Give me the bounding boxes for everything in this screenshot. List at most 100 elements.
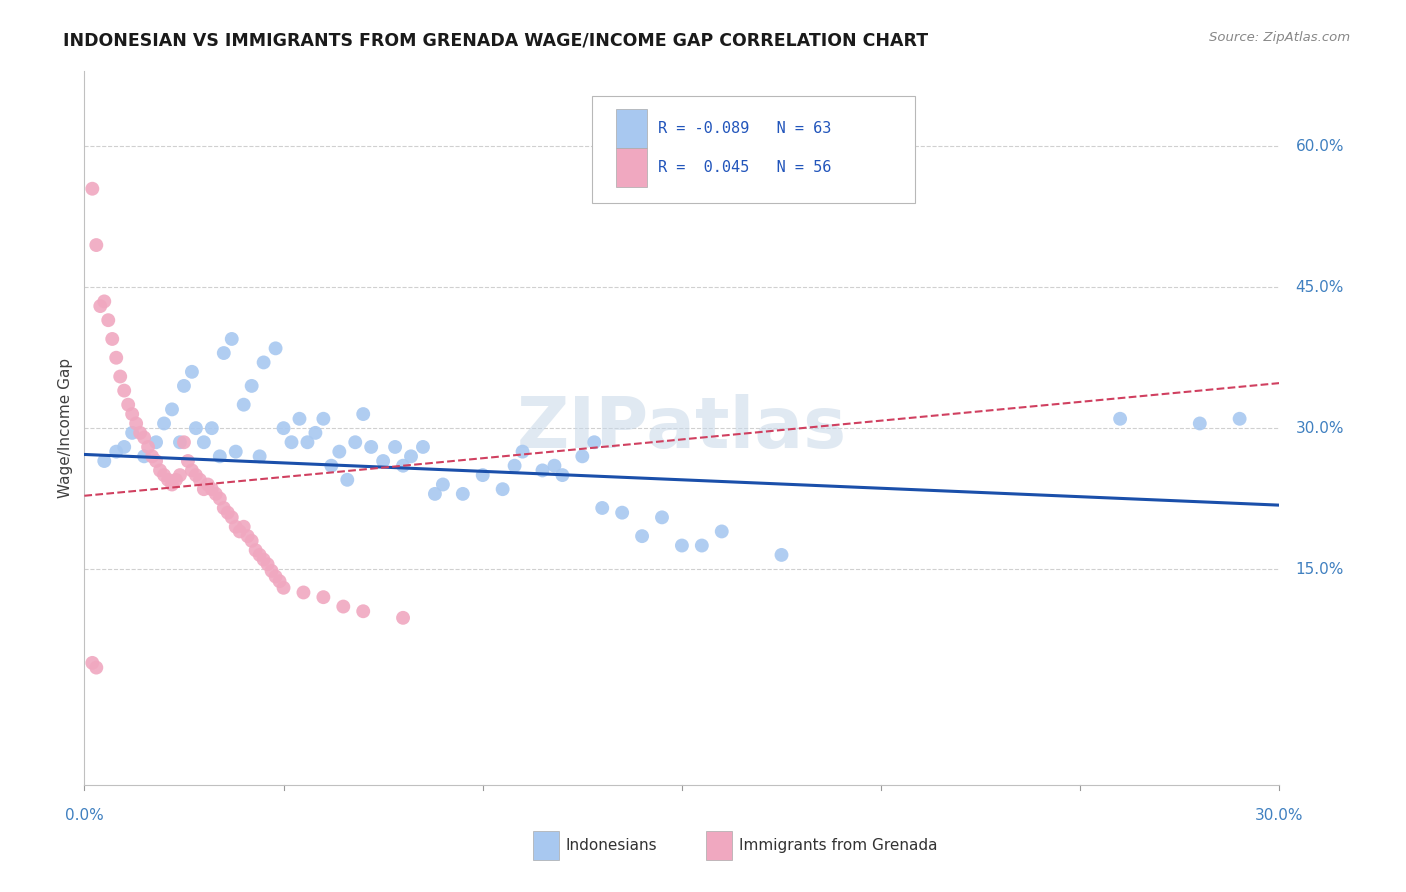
- Point: [145, 454, 167, 468]
- Point: [188, 473, 211, 487]
- Point: [184, 468, 207, 483]
- Text: R =  0.045   N = 56: R = 0.045 N = 56: [658, 161, 831, 175]
- Point: [232, 398, 254, 412]
- Point: [651, 510, 673, 524]
- Point: [312, 411, 335, 425]
- Point: [177, 454, 200, 468]
- Text: 15.0%: 15.0%: [1295, 561, 1344, 576]
- Point: [169, 435, 191, 450]
- Point: [82, 182, 104, 196]
- Point: [181, 365, 204, 379]
- Point: [512, 444, 534, 458]
- Point: [249, 548, 271, 562]
- Point: [240, 533, 263, 548]
- Point: [770, 548, 793, 562]
- Point: [117, 398, 139, 412]
- Point: [217, 506, 239, 520]
- Point: [1109, 411, 1132, 425]
- Point: [321, 458, 343, 473]
- Point: [149, 463, 172, 477]
- Point: [208, 450, 231, 464]
- Point: [280, 435, 302, 450]
- Point: [328, 444, 350, 458]
- Text: INDONESIAN VS IMMIGRANTS FROM GRENADA WAGE/INCOME GAP CORRELATION CHART: INDONESIAN VS IMMIGRANTS FROM GRENADA WA…: [63, 31, 928, 49]
- Point: [260, 564, 283, 578]
- Point: [236, 529, 259, 543]
- Text: ZIPatlas: ZIPatlas: [517, 393, 846, 463]
- Point: [256, 558, 278, 572]
- Point: [264, 342, 287, 356]
- Point: [451, 487, 474, 501]
- Point: [273, 581, 295, 595]
- Point: [240, 379, 263, 393]
- Point: [121, 407, 143, 421]
- Point: [132, 450, 156, 464]
- Point: [583, 435, 606, 450]
- Point: [360, 440, 382, 454]
- Point: [492, 482, 515, 496]
- Text: 45.0%: 45.0%: [1295, 280, 1344, 295]
- Point: [153, 417, 176, 431]
- Text: Immigrants from Grenada: Immigrants from Grenada: [740, 838, 938, 853]
- Point: [352, 604, 374, 618]
- Point: [141, 450, 163, 464]
- Point: [432, 477, 454, 491]
- Point: [201, 421, 224, 435]
- Point: [181, 463, 204, 477]
- Point: [304, 425, 326, 440]
- Point: [631, 529, 654, 543]
- Point: [229, 524, 252, 539]
- Point: [105, 444, 128, 458]
- Point: [110, 369, 132, 384]
- Point: [221, 332, 243, 346]
- Point: [332, 599, 354, 614]
- Text: 60.0%: 60.0%: [1295, 139, 1344, 154]
- Point: [193, 482, 215, 496]
- Point: [245, 543, 267, 558]
- FancyBboxPatch shape: [592, 96, 915, 203]
- Point: [169, 468, 191, 483]
- Point: [97, 313, 120, 327]
- Point: [312, 590, 335, 604]
- Point: [153, 468, 176, 483]
- Point: [399, 450, 422, 464]
- FancyBboxPatch shape: [616, 148, 647, 187]
- Point: [269, 574, 291, 589]
- Point: [384, 440, 406, 454]
- Point: [184, 421, 207, 435]
- Point: [157, 473, 180, 487]
- Point: [373, 454, 395, 468]
- Point: [571, 450, 593, 464]
- Point: [671, 539, 693, 553]
- Point: [160, 402, 183, 417]
- Text: Source: ZipAtlas.com: Source: ZipAtlas.com: [1209, 31, 1350, 45]
- FancyBboxPatch shape: [616, 109, 647, 148]
- Point: [165, 473, 187, 487]
- Point: [136, 440, 159, 454]
- Point: [160, 477, 183, 491]
- Point: [105, 351, 128, 365]
- Point: [551, 468, 574, 483]
- Point: [101, 332, 124, 346]
- Point: [86, 238, 108, 252]
- Point: [392, 611, 415, 625]
- Point: [112, 440, 135, 454]
- Point: [690, 539, 713, 553]
- Point: [336, 473, 359, 487]
- Text: R = -0.089   N = 63: R = -0.089 N = 63: [658, 121, 831, 136]
- Point: [253, 552, 276, 566]
- Point: [1188, 417, 1211, 431]
- Y-axis label: Wage/Income Gap: Wage/Income Gap: [58, 358, 73, 499]
- Point: [193, 435, 215, 450]
- Point: [173, 379, 195, 393]
- Point: [201, 482, 224, 496]
- Point: [1229, 411, 1251, 425]
- Point: [297, 435, 319, 450]
- Point: [112, 384, 135, 398]
- Point: [86, 660, 108, 674]
- Point: [129, 425, 152, 440]
- Point: [253, 355, 276, 369]
- Point: [612, 506, 634, 520]
- Point: [264, 569, 287, 583]
- Point: [249, 450, 271, 464]
